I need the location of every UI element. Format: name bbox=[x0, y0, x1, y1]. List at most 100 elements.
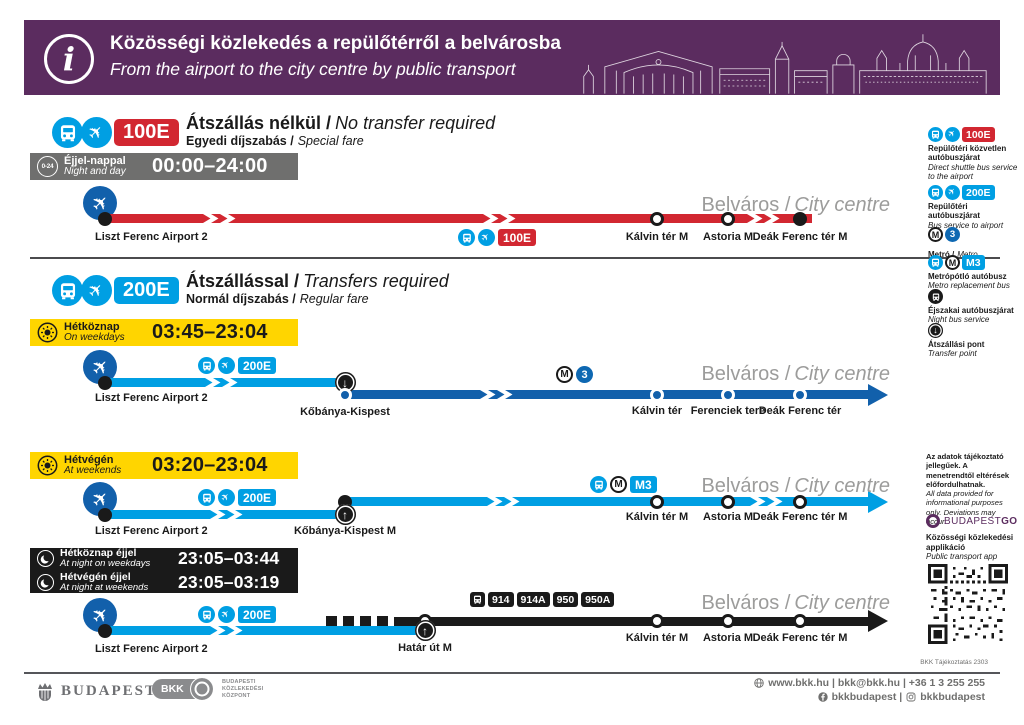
schedule-row-weekday-night: Hétköznap éjjel At night on weekdays 23:… bbox=[37, 548, 298, 569]
direction-chevrons bbox=[483, 214, 517, 223]
section-title: Átszállás nélkül / No transfer required bbox=[186, 113, 496, 133]
bus-icon bbox=[198, 489, 215, 506]
moon-icon bbox=[37, 550, 54, 567]
route-line-100e bbox=[104, 214, 812, 223]
stop-label: Ferenciek tere bbox=[690, 405, 766, 417]
route-line-badge-metro3: M 3 bbox=[556, 366, 593, 383]
plane-icon: ✈ bbox=[218, 489, 235, 506]
stop-dot bbox=[793, 494, 807, 509]
line-arrowhead bbox=[868, 383, 888, 406]
transfer-point-icon: ↑ bbox=[334, 504, 356, 525]
route-line-badge-200e: ✈ 200E bbox=[198, 606, 277, 623]
night-line-dash bbox=[360, 616, 371, 626]
bkk-logo: BKK BUDAPESTI KÖZLEKEDÉSI KÖZPONT bbox=[152, 677, 274, 702]
info-icon-letter: i bbox=[62, 40, 76, 78]
schedule-label: Éjjel-nappal Night and day bbox=[64, 154, 126, 178]
stop-label: Kálvin tér M bbox=[625, 632, 689, 644]
stop-label: Deák Ferenc tér M bbox=[752, 231, 848, 243]
plane-icon: ✈ bbox=[945, 127, 960, 142]
legend-item-night-bus: Éjszakai autóbuszjárat Night bus service bbox=[928, 289, 1018, 325]
budapest-city-logo: BUDAPEST bbox=[34, 680, 157, 702]
stop-label-transfer: Határ út M bbox=[398, 642, 452, 654]
publication-note: BKK Tájékoztatás 2303 bbox=[920, 659, 988, 666]
legend-item-200e: ✈ 200E Repülőtéri autóbuszjárat Bus serv… bbox=[928, 185, 1004, 230]
route-line-night-bus bbox=[394, 616, 868, 626]
direction-chevrons bbox=[203, 214, 237, 223]
stop-label: Kálvin tér M bbox=[625, 231, 689, 243]
route-line-badge-m3-replacement: M M3 bbox=[590, 476, 657, 493]
instagram-icon bbox=[906, 692, 916, 702]
stop-dot bbox=[721, 211, 735, 226]
line-arrowhead bbox=[868, 610, 888, 632]
plane-icon: ✈ bbox=[218, 357, 235, 374]
stop-dot bbox=[721, 494, 735, 509]
plane-icon: ✈ bbox=[81, 275, 112, 306]
metro-line-3-icon: 3 bbox=[576, 366, 593, 383]
schedule-bar-night: Hétköznap éjjel At night on weekdays 23:… bbox=[30, 548, 298, 593]
destination-label: Belváros / City centre bbox=[701, 194, 890, 216]
clock-0-24-icon: 0-24 bbox=[37, 156, 58, 177]
info-icon: i bbox=[44, 34, 94, 84]
route-line-badge-100e: ✈ 100E bbox=[458, 229, 537, 246]
section-fare: Normál díjszabás / Regular fare bbox=[186, 292, 369, 306]
schedule-row-weekend-night: Hétvégén éjjel At night at weekends 23:0… bbox=[37, 572, 298, 593]
destination-label: Belváros / City centre bbox=[701, 592, 890, 614]
moon-icon bbox=[37, 574, 54, 591]
schedule-time: 23:05–03:44 bbox=[178, 548, 280, 568]
stop-label: Kálvin tér bbox=[631, 405, 683, 417]
poster-title-en: From the airport to the city centre by p… bbox=[110, 59, 516, 79]
bus-icon bbox=[52, 275, 83, 306]
globe-icon bbox=[754, 678, 764, 688]
schedule-bar-weekends: Hétvégén At weekends 03:20–23:04 bbox=[30, 452, 298, 479]
schedule-bar-night-and-day: 0-24 Éjjel-nappal Night and day 00:00–24… bbox=[30, 153, 298, 180]
bus-icon bbox=[590, 476, 607, 493]
schedule-time: 03:45–23:04 bbox=[152, 321, 268, 343]
budapestgo-logo-icon bbox=[926, 514, 940, 528]
section-title: Átszállással / Transfers required bbox=[186, 271, 449, 291]
metro-logo-icon: M bbox=[610, 476, 627, 493]
schedule-label: Hétköznap On weekdays bbox=[64, 320, 125, 344]
direction-chevrons bbox=[480, 390, 514, 399]
schedule-time: 03:20–23:04 bbox=[152, 454, 268, 476]
plane-icon: ✈ bbox=[945, 185, 960, 200]
section-fare: Egyedi díjszabás / Special fare bbox=[186, 134, 364, 148]
header-banner: i Közösségi közlekedés a repülőtérről a … bbox=[24, 20, 1000, 95]
direction-chevrons bbox=[205, 378, 239, 387]
stop-label-origin: Liszt Ferenc Airport 2 bbox=[95, 392, 208, 404]
night-bus-icon bbox=[470, 592, 485, 607]
metro-line-3-icon: 3 bbox=[945, 227, 960, 242]
direction-chevrons bbox=[487, 497, 521, 506]
plane-icon: ✈ bbox=[478, 229, 495, 246]
plane-icon: ✈ bbox=[81, 117, 112, 148]
route-line-badge-200e: ✈ 200E bbox=[198, 489, 277, 506]
stop-label: Deák Ferenc tér bbox=[758, 405, 842, 417]
line-arrowhead bbox=[868, 490, 888, 513]
direction-chevrons bbox=[210, 510, 244, 519]
facebook-icon bbox=[817, 692, 828, 702]
bus-icon bbox=[928, 255, 943, 270]
transfer-point-icon: ↑ bbox=[414, 620, 436, 641]
stop-label: Kálvin tér M bbox=[625, 511, 689, 523]
poster-title-hu: Közösségi közlekedés a repülőtérről a be… bbox=[110, 33, 561, 54]
contact-info: www.bkk.hu | bkk@bkk.hu | +36 1 3 255 25… bbox=[754, 676, 985, 704]
direction-chevrons bbox=[210, 626, 244, 635]
route-line-200e bbox=[104, 378, 345, 387]
qr-code bbox=[928, 564, 1008, 644]
route-line-200e bbox=[104, 626, 425, 635]
night-line-dash bbox=[326, 616, 337, 626]
destination-label: Belváros / City centre bbox=[701, 475, 890, 497]
stop-label-origin: Liszt Ferenc Airport 2 bbox=[95, 643, 208, 655]
origin-dot bbox=[98, 507, 112, 522]
budapest-crest-icon bbox=[38, 683, 52, 701]
budapestgo-logo-text: BUDAPESTGO bbox=[944, 515, 1018, 527]
stop-label-transfer: Kőbánya-Kispest M bbox=[293, 525, 397, 537]
bus-icon bbox=[198, 606, 215, 623]
stop-label: Deák Ferenc tér M bbox=[752, 632, 848, 644]
bus-icon bbox=[198, 357, 215, 374]
stop-dot bbox=[650, 211, 664, 226]
destination-label: Belváros / City centre bbox=[701, 363, 890, 385]
legend-item-metro-replacement: M M3 Metrópótló autóbusz Metro replaceme… bbox=[928, 255, 1010, 291]
bus-icon bbox=[52, 117, 83, 148]
metro-logo-icon: M bbox=[928, 227, 943, 242]
stop-dot bbox=[721, 387, 735, 402]
